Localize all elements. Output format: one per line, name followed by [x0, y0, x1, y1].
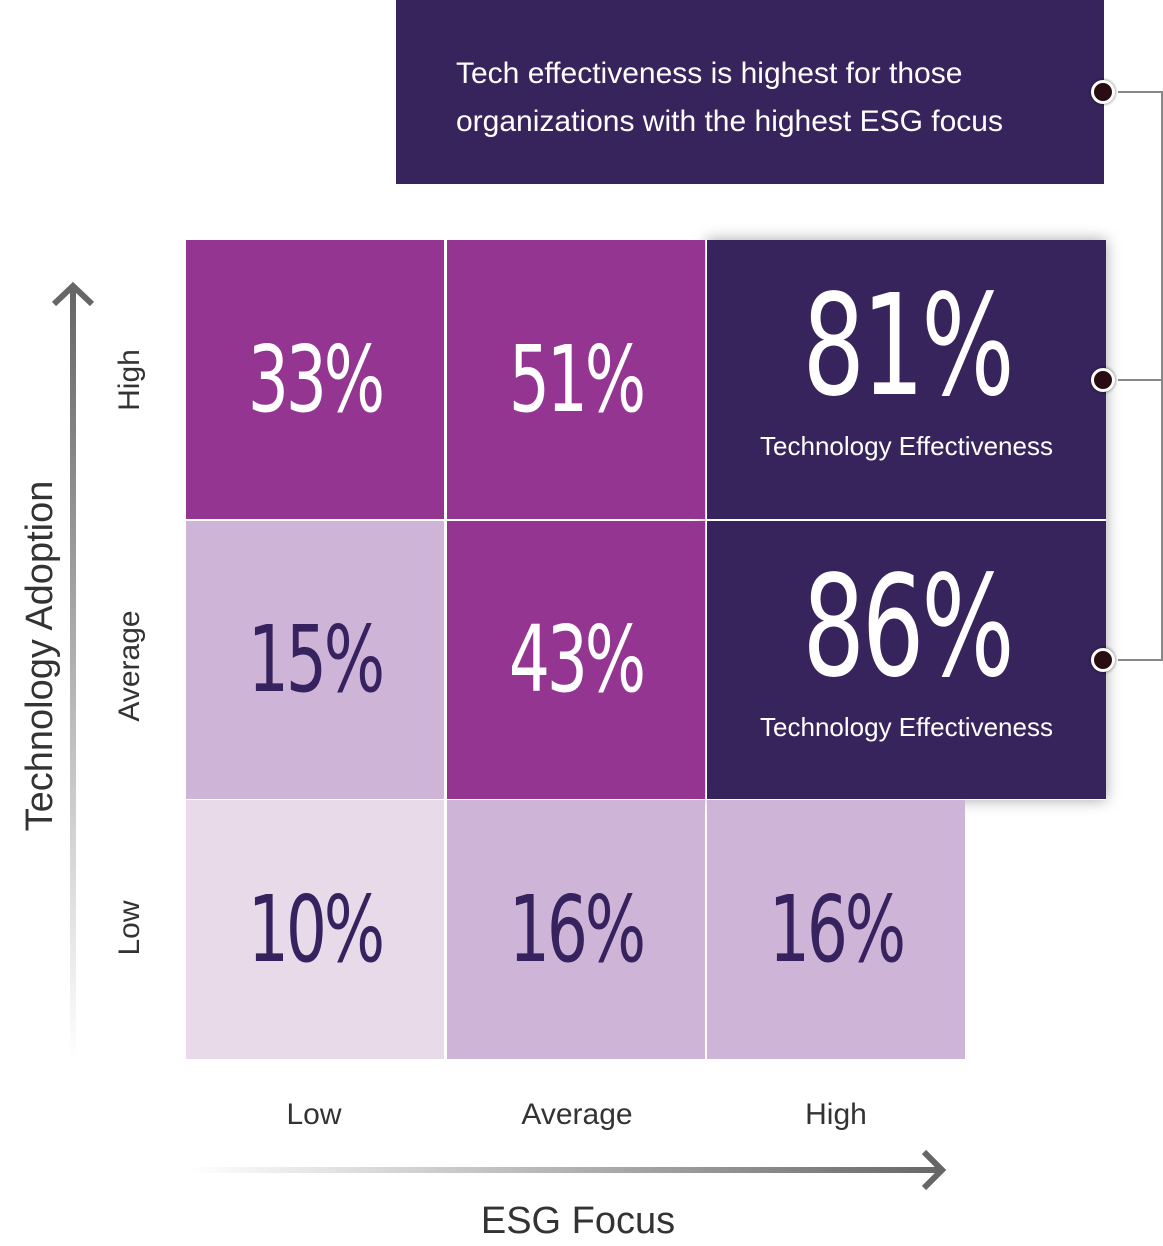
callout-line-2: organizations with the highest ESG focus [456, 105, 1003, 138]
heatmap-cell-high-high: 81% Technology Effectiveness [707, 240, 1106, 519]
x-tick-label-average: Average [521, 1098, 633, 1131]
cell-subtitle: Technology Effectiveness [760, 711, 1053, 742]
average-high-dot [1091, 648, 1115, 672]
cell-separator [707, 519, 1106, 521]
x-axis-arrow-line [190, 1167, 942, 1173]
bracket-connector [1118, 91, 1163, 661]
x-axis-arrowhead [921, 1149, 947, 1191]
cell-subtitle: Technology Effectiveness [760, 431, 1053, 461]
heatmap-cell-low-average: 16% [447, 800, 705, 1059]
callout-line-1: Tech effectiveness is highest for those [456, 57, 963, 90]
x-tick-label-high: High [805, 1098, 867, 1131]
cell-value: 86% [802, 545, 1014, 709]
heatmap-cell-high-average: 51% [447, 240, 705, 519]
heatmap-cell-high-low: 33% [186, 240, 444, 519]
cell-value: 81% [802, 265, 1014, 428]
heatmap-cell-low-high: 16% [707, 800, 965, 1059]
x-tick-label-low: Low [286, 1098, 342, 1131]
callout-dot [1091, 80, 1115, 104]
cell-value: 16% [768, 875, 906, 983]
heatmap-cell-average-average: 43% [447, 521, 705, 799]
cell-value: 15% [247, 606, 385, 713]
y-axis-arrowhead [51, 281, 95, 307]
callout-box: Tech effectiveness is highest for those … [396, 0, 1104, 184]
cell-value: 16% [508, 875, 646, 983]
cell-value: 33% [247, 325, 385, 433]
high-high-dot [1091, 368, 1115, 392]
cell-value: 51% [508, 325, 646, 433]
heatmap-cell-average-low: 15% [186, 521, 444, 799]
y-axis-arrow-line [70, 290, 76, 1060]
cell-value: 43% [508, 606, 646, 713]
cell-value: 10% [247, 875, 385, 983]
heatmap-cell-low-low: 10% [186, 800, 444, 1059]
heatmap-cell-average-high: 86% Technology Effectiveness [707, 521, 1106, 799]
x-axis-title: ESG Focus [480, 1200, 676, 1242]
